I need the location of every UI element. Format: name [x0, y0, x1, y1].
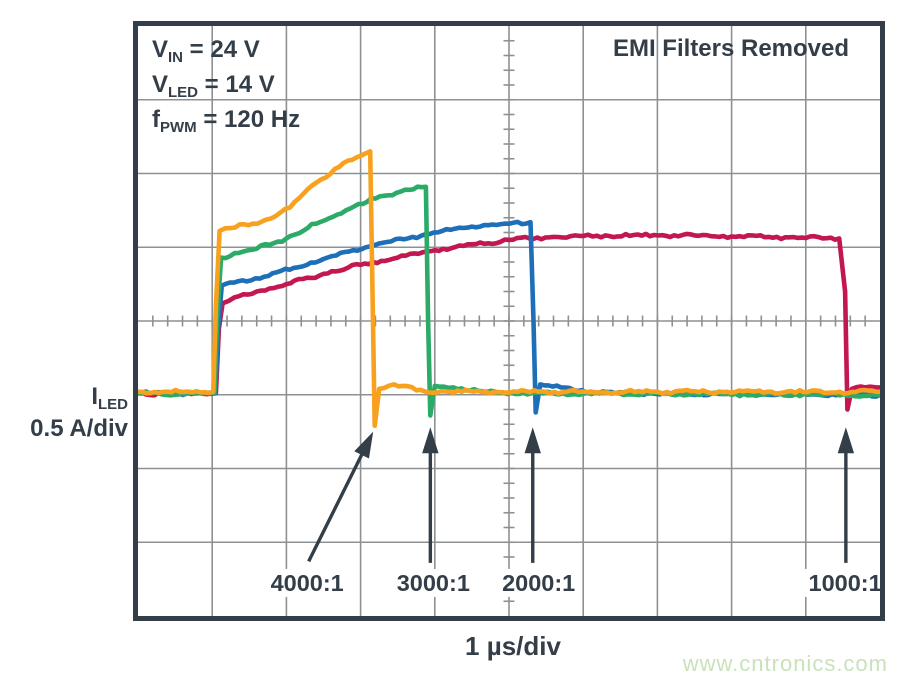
arrow-shaft [307, 448, 366, 563]
condition-fpwm: fPWM = 120 Hz [152, 106, 301, 136]
callout-label-1000-1: 1000:1 [809, 570, 880, 596]
y-axis-scale: 0.5 A/div [30, 415, 128, 442]
watermark: www.cntronics.com [682, 651, 888, 676]
callout-1000-1: 1000:1 [804, 427, 880, 597]
callout-3000-1: 3000:1 [392, 427, 474, 597]
callout-2000-1: 2000:1 [498, 427, 580, 597]
callout-4000-1: 4000:1 [266, 431, 374, 597]
callout-label-2000-1: 2000:1 [502, 570, 575, 596]
oscilloscope-frame: 4000:1 3000:1 2000:1 1000:1 VIN = 24 V VLED… [133, 21, 885, 621]
arrow-head [422, 427, 439, 454]
test-conditions: VIN = 24 V VLED = 14 V fPWM = 120 Hz [152, 34, 300, 139]
callout-label-bg [266, 568, 348, 597]
callout-label-4000-1: 4000:1 [271, 570, 344, 596]
y-axis-signal-name: ILED [91, 383, 128, 413]
callout-label-bg [804, 568, 880, 597]
callout-label-bg [392, 568, 474, 597]
arrow-head [837, 427, 855, 454]
trace-4000-1 [138, 149, 880, 429]
trace-3000-1 [138, 184, 880, 418]
plot-title: EMI Filters Removed [612, 35, 850, 62]
arrow-head [354, 431, 374, 459]
center-line-ticks [152, 39, 866, 603]
arrow-head [524, 427, 541, 454]
condition-vin: VIN = 24 V [152, 36, 260, 66]
x-axis-scale: 1 µs/div [465, 631, 561, 661]
callout-label-bg [498, 568, 580, 597]
condition-vled: VLED = 14 V [152, 71, 275, 101]
y-axis-label: ILED 0.5 A/div [16, 382, 128, 443]
callout-label-3000-1: 3000:1 [397, 570, 470, 596]
oscilloscope-plot: 4000:1 3000:1 2000:1 1000:1 [138, 26, 880, 616]
trace-1000-1 [138, 231, 880, 412]
